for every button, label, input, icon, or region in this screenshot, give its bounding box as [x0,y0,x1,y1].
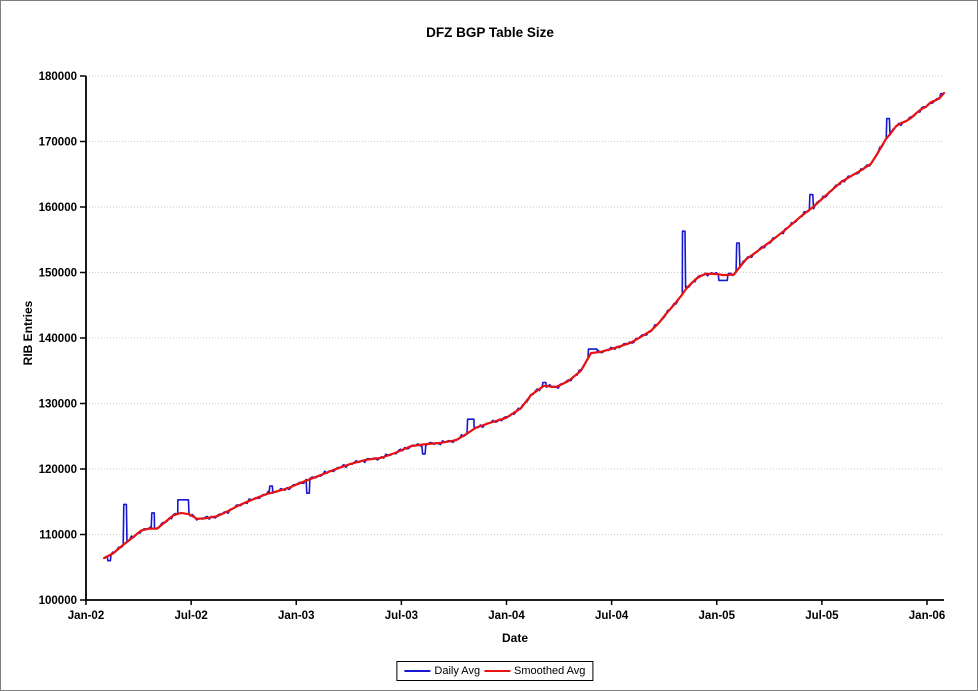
x-tick-label: Jan-02 [68,610,104,622]
x-tick-label: Jul-04 [595,610,629,622]
x-axis-title: Date [501,631,528,645]
x-tick-label: Jan-04 [488,610,525,622]
legend-label-smoothed-avg: Smoothed Avg [514,665,586,677]
legend-item-daily-avg: Daily Avg [404,665,480,677]
daily-avg-line [103,92,945,562]
x-tick-label: Jan-05 [699,610,736,622]
y-tick-label: 170000 [39,137,77,149]
x-tick-label: Jul-03 [385,610,418,622]
y-tick-label: 110000 [39,530,77,542]
smoothed-avg-line [102,91,946,560]
y-tick-label: 130000 [39,399,77,411]
legend-label-daily-avg: Daily Avg [434,665,481,677]
x-tick-label: Jan-03 [278,610,314,622]
legend-item-smoothed-avg: Smoothed Avg [484,665,585,677]
x-tick-label: Jul-05 [805,610,839,622]
y-tick-label: 120000 [39,464,77,476]
x-tick-label: Jan-06 [909,610,945,622]
y-tick-label: 100000 [39,595,77,607]
y-tick-label: 180000 [39,71,77,83]
daily-avg-line-swatch [404,670,431,672]
y-tick-label: 150000 [39,268,77,280]
legend: Daily Avg Smoothed Avg [396,661,594,681]
chart-title: DFZ BGP Table Size [426,25,554,40]
y-tick-label: 160000 [39,202,77,214]
smoothed-avg-line-swatch [484,670,511,672]
y-tick-label: 140000 [39,333,77,345]
x-tick-label: Jul-02 [175,610,208,622]
